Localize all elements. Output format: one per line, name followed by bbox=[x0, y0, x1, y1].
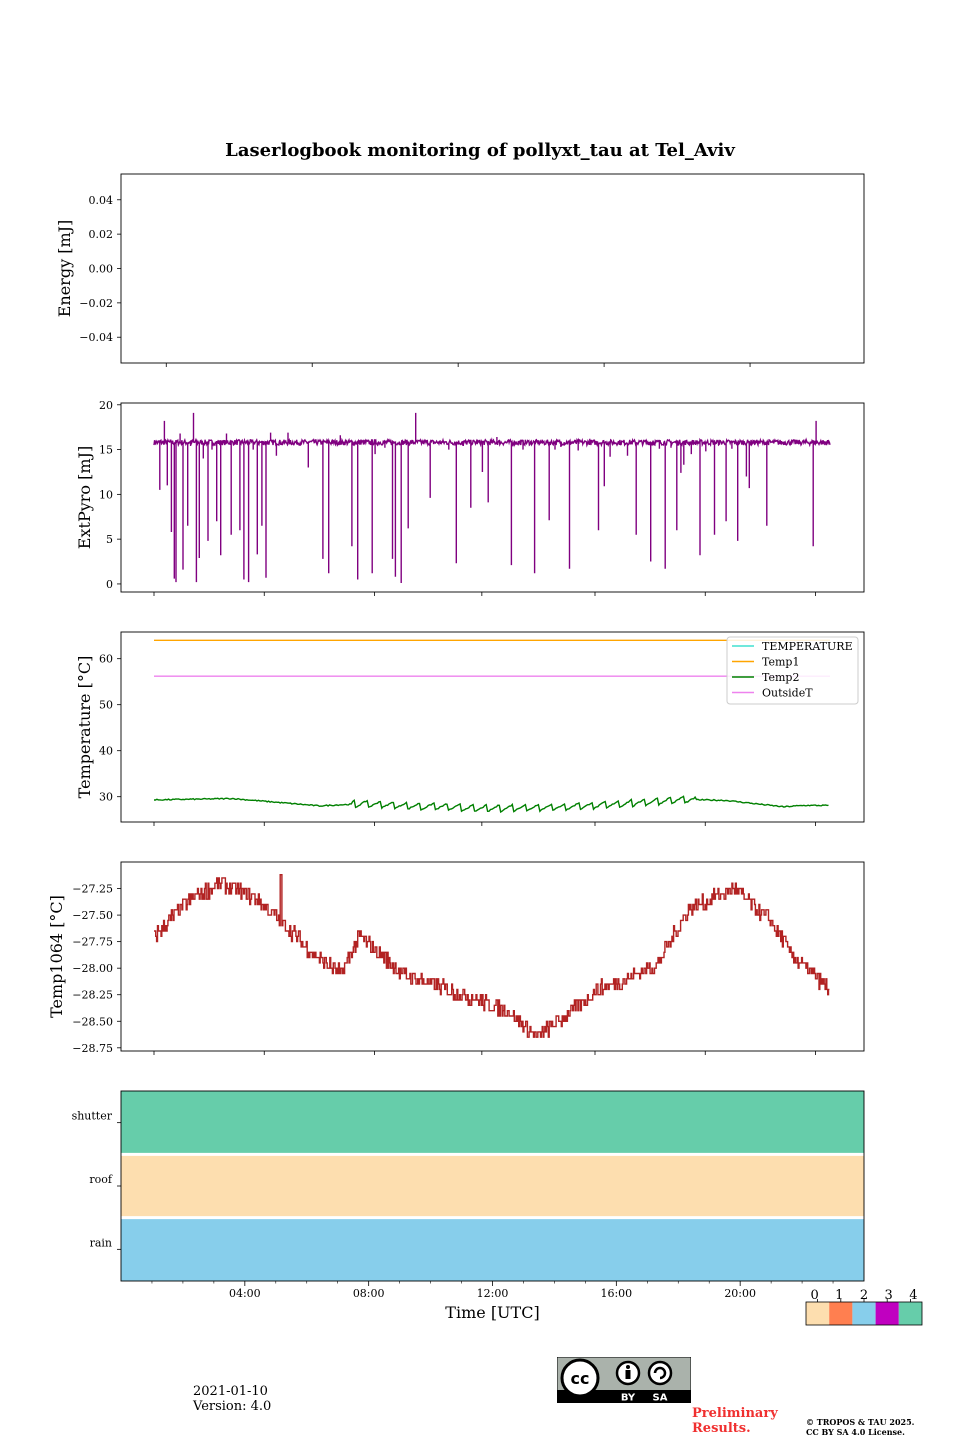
energy-axes bbox=[120, 173, 865, 364]
preliminary-note: Preliminary Results. bbox=[692, 1406, 778, 1436]
colorbar-tick-label: 2 bbox=[860, 1288, 868, 1303]
ytick-label: 20 bbox=[99, 399, 113, 412]
legend-label: TEMPERATURE bbox=[762, 640, 853, 653]
footer-date: 2021-01-10 bbox=[193, 1384, 268, 1399]
ytick-label: 0.02 bbox=[89, 228, 114, 241]
copyright-line-2: CC BY SA 4.0 License. bbox=[806, 1427, 905, 1437]
ytick-label: −27.75 bbox=[72, 936, 113, 949]
ytick-label: 10 bbox=[99, 488, 113, 501]
extpyro-axes bbox=[120, 402, 865, 593]
flag-row-roof bbox=[121, 1154, 864, 1218]
flag-row-shutter bbox=[121, 1091, 864, 1155]
copyright-line-1: © TROPOS & TAU 2025. bbox=[806, 1417, 915, 1427]
ytick-label: −28.25 bbox=[72, 989, 113, 1002]
ytick-label: 50 bbox=[99, 699, 113, 712]
ytick-label: −0.02 bbox=[79, 297, 113, 310]
xtick-label: 12:00 bbox=[477, 1287, 509, 1300]
colorbar-tick-label: 1 bbox=[835, 1288, 843, 1303]
colorbar-frame bbox=[805, 1301, 923, 1326]
legend-label: Temp1 bbox=[762, 656, 799, 669]
ytick-label: 30 bbox=[99, 791, 113, 804]
ytick-label: −27.25 bbox=[72, 883, 113, 896]
flag-row-label: roof bbox=[89, 1173, 113, 1186]
temperature-axes bbox=[120, 631, 865, 823]
ylabel-2: Temperature [°C] bbox=[75, 656, 94, 799]
footer-date-version: 2021-01-10 Version: 4.0 bbox=[193, 1384, 271, 1414]
xtick-label: 20:00 bbox=[724, 1287, 756, 1300]
colorbar-cell bbox=[898, 1302, 922, 1325]
svg-text:cc: cc bbox=[571, 1369, 590, 1388]
temp1064-axes bbox=[120, 861, 865, 1052]
cc-by-sa-logo: cc BY SA bbox=[557, 1357, 691, 1403]
colorbar-cell bbox=[875, 1302, 899, 1325]
legend-label: OutsideT bbox=[762, 687, 813, 700]
ytick-label: 0.00 bbox=[89, 263, 114, 276]
colorbar-tick-label: 4 bbox=[909, 1288, 917, 1303]
copyright-note: © TROPOS & TAU 2025. CC BY SA 4.0 Licens… bbox=[806, 1417, 914, 1437]
legend-box bbox=[726, 636, 859, 705]
ytick-label: 40 bbox=[99, 745, 113, 758]
colorbar-cell bbox=[829, 1302, 853, 1325]
xtick-label: 16:00 bbox=[600, 1287, 632, 1300]
ytick-label: 5 bbox=[106, 533, 113, 546]
xlabel: Time [UTC] bbox=[445, 1303, 539, 1322]
ytick-label: −28.50 bbox=[72, 1015, 113, 1028]
colorbar-cell bbox=[852, 1302, 876, 1325]
ytick-label: 60 bbox=[99, 653, 113, 666]
flag-row-rain bbox=[121, 1217, 864, 1281]
ytick-label: 0.04 bbox=[89, 194, 114, 207]
ytick-label: −28.00 bbox=[72, 962, 113, 975]
colorbar-tick-label: 3 bbox=[885, 1288, 893, 1303]
ytick-label: −27.50 bbox=[72, 909, 113, 922]
flag-row-label: rain bbox=[90, 1236, 112, 1249]
ytick-label: 0 bbox=[106, 578, 113, 591]
ylabel-3: Temp1064 [°C] bbox=[47, 895, 66, 1018]
footer-version: Version: 4.0 bbox=[193, 1399, 272, 1414]
figure-title: Laserlogbook monitoring of pollyxt_tau a… bbox=[225, 140, 735, 161]
xtick-label: 04:00 bbox=[229, 1287, 261, 1300]
ylabel-0: Energy [mJ] bbox=[55, 220, 74, 318]
preliminary-line-2: Results. bbox=[692, 1421, 751, 1436]
legend-label: Temp2 bbox=[762, 671, 799, 684]
flag-row-label: shutter bbox=[72, 1110, 113, 1123]
ytick-label: 15 bbox=[99, 444, 113, 457]
ylabel-1: ExtPyro [mJ] bbox=[75, 446, 94, 549]
temp1064-series-line bbox=[154, 874, 830, 1038]
colorbar-tick-label: 0 bbox=[810, 1288, 818, 1303]
cc-sa-label: SA bbox=[653, 1393, 668, 1404]
temp2-series-line bbox=[154, 795, 829, 814]
xtick-label: 08:00 bbox=[353, 1287, 385, 1300]
extpyro-series-line bbox=[153, 412, 831, 583]
colorbar-cell bbox=[806, 1302, 830, 1325]
preliminary-line-1: Preliminary bbox=[692, 1406, 778, 1421]
ytick-label: −0.04 bbox=[79, 331, 113, 344]
ytick-label: −28.75 bbox=[72, 1042, 113, 1055]
cc-by-label: BY bbox=[621, 1393, 636, 1404]
